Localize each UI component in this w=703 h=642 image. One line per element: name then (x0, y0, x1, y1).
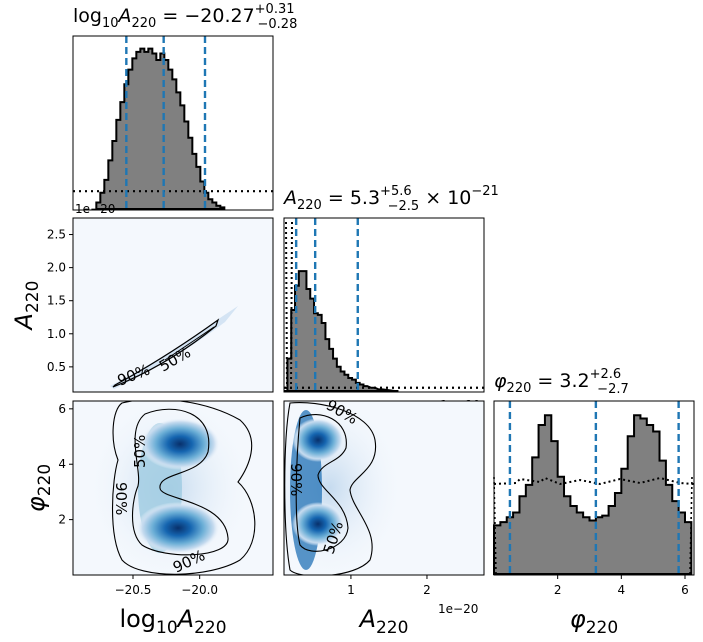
x-tick-label: 2 (423, 583, 431, 597)
axes-frame (493, 400, 695, 576)
axes-frame (283, 400, 485, 576)
panel-title: A220 = 5.3+5.6 −2.5 × 10−21 (282, 184, 499, 214)
axes-frame (72, 400, 274, 576)
y-ticks: 2 4 6 (58, 402, 73, 527)
panel-title: φ220 = 3.2+2.6 −2.7 (494, 367, 629, 397)
panel-A-marginal: 1e−20 A220 = 5.3+5.6−2.5 × 10−21 (282, 184, 499, 412)
x-tick-label: 1 (347, 583, 355, 597)
x-tick-label: −20.0 (181, 583, 218, 597)
quantile-lines (125, 36, 207, 210)
x-tick-label: 2 (554, 583, 562, 597)
axes-frame (72, 35, 274, 211)
panel-A-vs-log10A: 90% 50% 0.51.01.52.02.5 A220 (10, 217, 274, 393)
y-tick-label: 6 (58, 402, 66, 416)
x-ticks: 2 4 6 (554, 575, 689, 597)
y-tick-label: 0.5 (47, 360, 66, 374)
y-ticks: 0.5 1.0 1.5 2.0 2.5 (47, 228, 73, 374)
y-tick-label: 2.5 (47, 228, 66, 242)
density-background (73, 218, 273, 392)
contour-90 (284, 402, 377, 575)
contour-90 (112, 318, 220, 388)
offset-text: 1e−20 (438, 602, 478, 616)
density-peak-upper (140, 418, 220, 470)
x-tick-label: 4 (618, 583, 626, 597)
contour-50 (164, 326, 215, 361)
contour-50 (295, 414, 349, 552)
axes-frame (283, 217, 485, 393)
x-axis-label: log10A220 (119, 605, 226, 638)
prior-line (493, 476, 695, 486)
y-tick-label: 1.0 (47, 327, 66, 341)
posterior-histogram (283, 270, 399, 392)
axes-frame (72, 217, 274, 393)
contour-label-90: 90% (112, 482, 130, 515)
density-peak-lower (292, 502, 344, 546)
density-peak-lower (136, 502, 220, 554)
panel-phi-vs-log10A: 50% 90% 90% 246 −20.5 −20.0 φ220 log10A22… (22, 400, 274, 638)
contour-label-50: 50% (131, 435, 149, 468)
panel-log10A-marginal: 1e−20 log10A220 = −20.27+0.31 −0.28 (72, 2, 297, 216)
x-axis-label: φ220 (570, 605, 618, 638)
posterior-histogram (493, 414, 693, 575)
contour-90 (112, 401, 256, 575)
x-tick-label: −20.5 (115, 583, 152, 597)
y-tick-label: 2 (58, 513, 66, 527)
density-peak-upper (292, 418, 344, 462)
x-ticks: −20.5 −20.0 (115, 575, 218, 597)
quantile-lines (508, 401, 680, 575)
x-axis-label: A220 (358, 605, 409, 638)
x-tick-label: 6 (681, 583, 689, 597)
prior-spike (285, 221, 293, 391)
y-axis-label: φ220 (22, 464, 55, 512)
contour-50 (132, 408, 229, 556)
offset-text: 1e−20 (75, 202, 115, 216)
y-tick-label: 4 (58, 457, 66, 471)
quantile-lines (294, 218, 359, 392)
panel-phi-marginal: 2 4 6 φ220 φ220 = 3.2+2.6 −2.7 (493, 367, 695, 638)
panel-title: log10A220 = −20.27+0.31 −0.28 (73, 2, 297, 32)
y-axis-label: A220 (10, 281, 43, 332)
y-tick-label: 1.5 (47, 294, 66, 308)
contour-label-90: 90% (287, 463, 305, 496)
y-tick-label: 2.0 (47, 261, 66, 275)
